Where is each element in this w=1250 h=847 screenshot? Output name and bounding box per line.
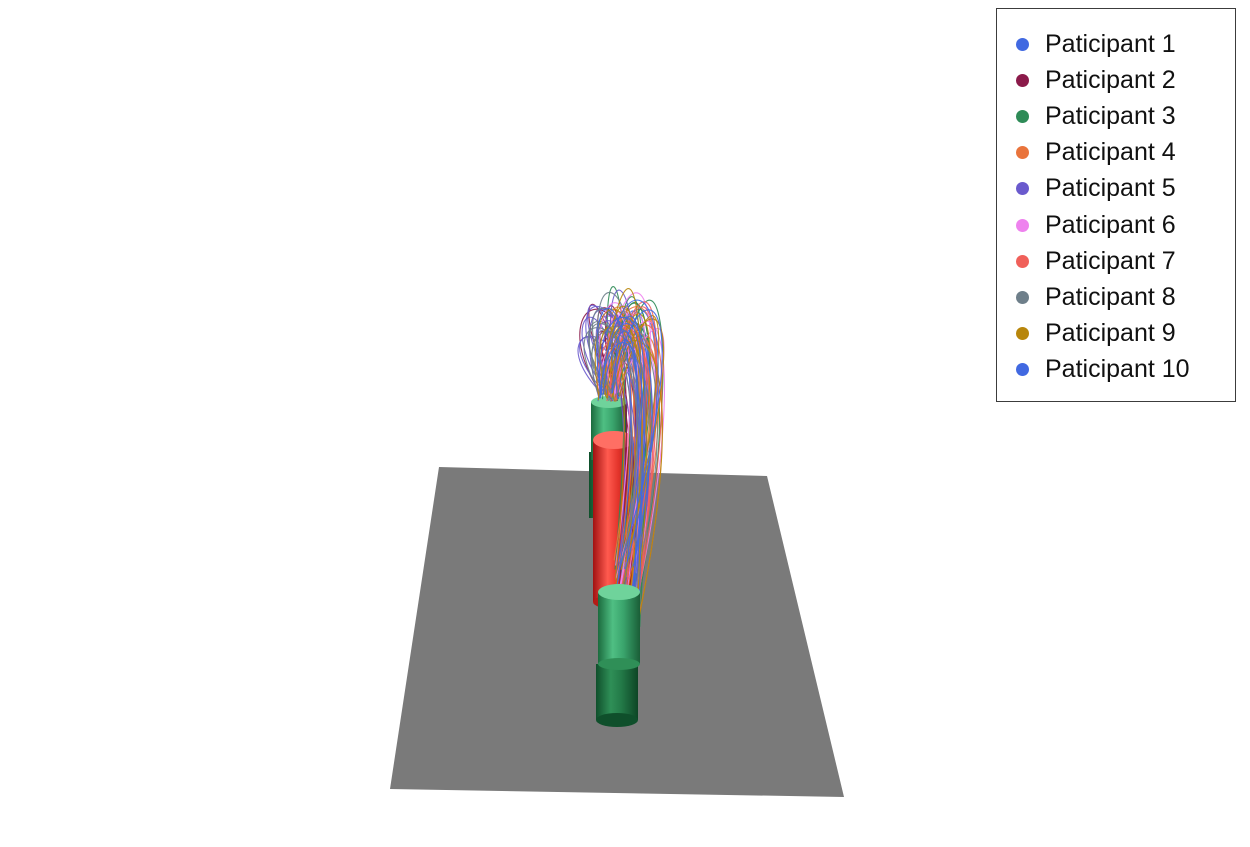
legend-item: Paticipant 9 — [997, 316, 1235, 352]
target-cylinder — [596, 584, 640, 727]
trajectory-group — [577, 286, 665, 630]
legend-item: Paticipant 3 — [997, 98, 1235, 134]
trajectory-line — [596, 307, 632, 597]
legend: Paticipant 1 Paticipant 2 Paticipant 3 Pati… — [996, 8, 1236, 402]
legend-label: Paticipant 9 — [1045, 319, 1176, 348]
legend-item: Paticipant 7 — [997, 243, 1235, 279]
legend-label: Paticipant 10 — [1045, 355, 1190, 384]
legend-marker — [1016, 146, 1029, 160]
trajectory-line — [591, 329, 633, 593]
trajectory-line — [604, 324, 640, 587]
legend-marker — [1016, 327, 1029, 341]
trajectory-line — [606, 340, 663, 627]
legend-item: Paticipant 10 — [997, 352, 1235, 388]
legend-marker — [1016, 37, 1029, 51]
legend-marker — [1016, 254, 1029, 268]
legend-label: Paticipant 8 — [1045, 282, 1176, 311]
legend-item: Paticipant 2 — [997, 62, 1235, 98]
legend-marker — [1016, 290, 1029, 304]
legend-label: Paticipant 3 — [1045, 101, 1176, 130]
legend-label: Paticipant 4 — [1045, 138, 1176, 167]
legend-label: Paticipant 5 — [1045, 174, 1176, 203]
trajectory-line — [598, 299, 659, 570]
trajectory-line — [611, 309, 663, 574]
legend-label: Paticipant 2 — [1045, 65, 1176, 94]
legend-item: Paticipant 1 — [997, 26, 1235, 62]
legend-label: Paticipant 7 — [1045, 246, 1176, 275]
trajectory-line — [602, 330, 639, 613]
trajectory-line — [619, 315, 660, 597]
trajectory-line — [591, 307, 643, 598]
legend-marker — [1016, 363, 1029, 377]
legend-item: Paticipant 8 — [997, 279, 1235, 315]
legend-label: Paticipant 6 — [1045, 210, 1176, 239]
legend-item: Paticipant 6 — [997, 207, 1235, 243]
legend-marker — [1016, 73, 1029, 87]
legend-marker — [1016, 182, 1029, 196]
legend-item: Paticipant 4 — [997, 135, 1235, 171]
legend-label: Paticipant 1 — [1045, 29, 1176, 58]
legend-item: Paticipant 5 — [997, 171, 1235, 207]
legend-marker — [1016, 109, 1029, 123]
legend-marker — [1016, 218, 1029, 232]
trajectory-line — [615, 315, 646, 619]
